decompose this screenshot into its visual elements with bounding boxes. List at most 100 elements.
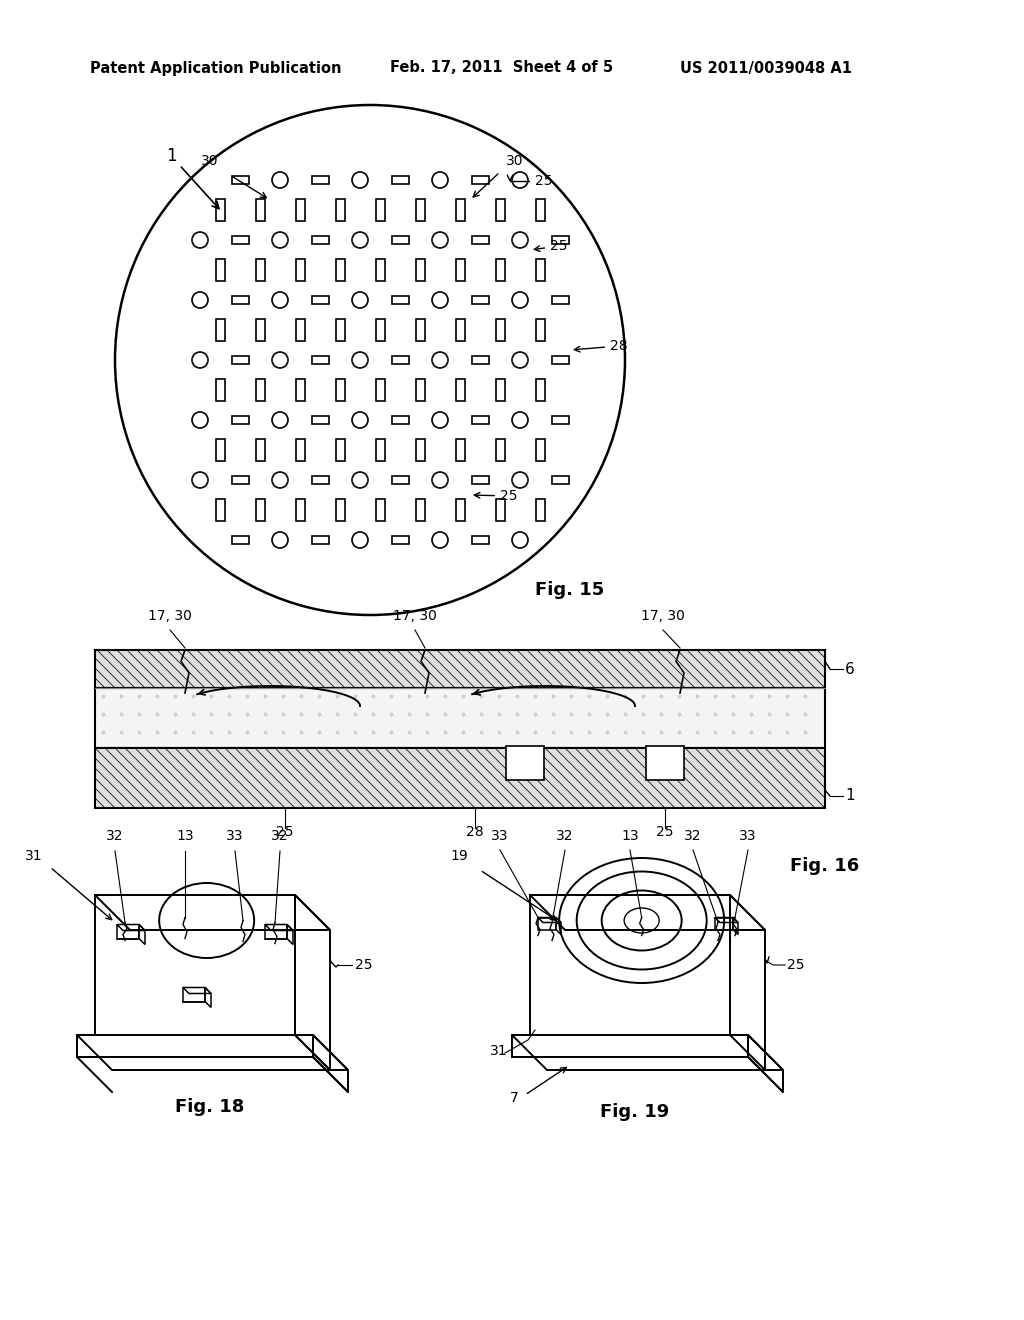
Text: 1: 1 xyxy=(845,788,855,804)
Bar xyxy=(311,296,329,304)
Bar xyxy=(506,746,544,780)
Bar xyxy=(215,199,224,220)
Text: 25: 25 xyxy=(355,958,373,972)
Bar xyxy=(552,296,568,304)
Bar xyxy=(471,477,488,484)
Bar xyxy=(471,176,488,183)
Bar xyxy=(95,649,825,688)
Bar xyxy=(311,176,329,183)
Bar xyxy=(296,259,304,281)
Bar xyxy=(231,176,249,183)
Bar xyxy=(256,499,264,521)
Bar xyxy=(215,319,224,341)
Text: 32: 32 xyxy=(106,829,124,843)
Bar xyxy=(496,499,505,521)
Bar xyxy=(391,176,409,183)
Text: 28: 28 xyxy=(574,339,628,352)
Bar xyxy=(231,536,249,544)
Bar xyxy=(296,319,304,341)
Bar xyxy=(336,319,344,341)
Bar xyxy=(256,199,264,220)
Text: 25: 25 xyxy=(507,174,553,187)
Bar xyxy=(552,416,568,424)
Text: 17, 30: 17, 30 xyxy=(148,609,191,623)
Bar xyxy=(416,259,425,281)
Bar xyxy=(311,236,329,244)
Bar xyxy=(416,319,425,341)
Bar xyxy=(471,536,488,544)
Bar xyxy=(471,356,488,364)
Bar xyxy=(536,440,545,461)
Text: 33: 33 xyxy=(739,829,757,843)
Bar xyxy=(231,296,249,304)
Text: 25: 25 xyxy=(276,825,294,840)
Bar xyxy=(471,416,488,424)
Bar xyxy=(416,499,425,521)
Bar xyxy=(391,536,409,544)
Bar xyxy=(231,416,249,424)
Bar xyxy=(391,356,409,364)
Bar xyxy=(256,440,264,461)
Bar xyxy=(376,319,384,341)
Bar xyxy=(296,499,304,521)
Text: 19: 19 xyxy=(450,849,468,863)
Bar xyxy=(456,379,465,401)
Bar xyxy=(391,477,409,484)
Bar xyxy=(336,199,344,220)
Text: 17, 30: 17, 30 xyxy=(641,609,685,623)
Bar xyxy=(215,499,224,521)
Text: 30: 30 xyxy=(202,154,219,168)
Bar xyxy=(416,440,425,461)
Bar xyxy=(391,416,409,424)
Text: 33: 33 xyxy=(226,829,244,843)
Bar xyxy=(95,748,825,808)
Bar xyxy=(416,199,425,220)
Bar xyxy=(456,440,465,461)
Bar xyxy=(496,199,505,220)
Bar xyxy=(336,499,344,521)
Bar xyxy=(311,356,329,364)
Text: 32: 32 xyxy=(556,829,573,843)
Text: 31: 31 xyxy=(490,1044,508,1059)
Bar xyxy=(536,379,545,401)
Text: 25: 25 xyxy=(787,958,805,972)
Bar xyxy=(311,477,329,484)
Text: 31: 31 xyxy=(25,849,43,863)
Bar xyxy=(471,236,488,244)
Bar xyxy=(296,199,304,220)
Text: 13: 13 xyxy=(176,829,194,843)
Bar xyxy=(456,319,465,341)
Text: 6: 6 xyxy=(845,661,855,676)
Bar xyxy=(95,688,825,748)
Bar xyxy=(336,259,344,281)
Text: 32: 32 xyxy=(271,829,289,843)
Text: Fig. 18: Fig. 18 xyxy=(175,1098,245,1115)
Bar xyxy=(296,440,304,461)
Text: 33: 33 xyxy=(492,829,509,843)
Text: 7: 7 xyxy=(510,1092,519,1105)
Bar xyxy=(215,440,224,461)
Bar xyxy=(215,259,224,281)
Bar xyxy=(376,199,384,220)
Bar xyxy=(456,199,465,220)
Bar xyxy=(552,236,568,244)
Bar xyxy=(391,236,409,244)
Text: Fig. 16: Fig. 16 xyxy=(790,857,859,875)
Text: 13: 13 xyxy=(622,829,639,843)
Bar xyxy=(376,379,384,401)
Bar xyxy=(496,319,505,341)
Bar xyxy=(496,259,505,281)
Bar xyxy=(496,440,505,461)
Bar xyxy=(376,499,384,521)
Bar xyxy=(456,499,465,521)
Bar xyxy=(471,296,488,304)
Bar xyxy=(376,440,384,461)
Bar xyxy=(536,259,545,281)
Text: Feb. 17, 2011  Sheet 4 of 5: Feb. 17, 2011 Sheet 4 of 5 xyxy=(390,61,613,75)
Bar xyxy=(336,379,344,401)
Bar xyxy=(231,356,249,364)
Bar xyxy=(536,199,545,220)
Text: US 2011/0039048 A1: US 2011/0039048 A1 xyxy=(680,61,852,75)
Bar xyxy=(296,379,304,401)
Bar xyxy=(376,259,384,281)
